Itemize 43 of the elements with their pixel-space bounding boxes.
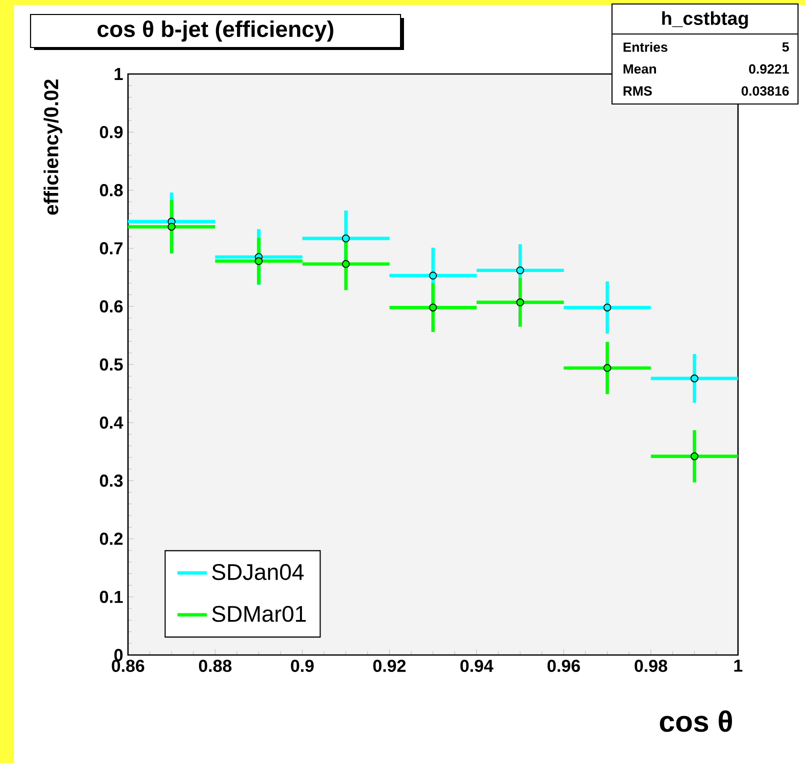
chart-title: cos θ b-jet (efficiency) (98, 20, 334, 42)
text: h_cstbtag (662, 11, 748, 29)
legend-label: SDJan04 (212, 564, 304, 580)
y-tick-label: 0.4 (100, 416, 124, 429)
point (690, 452, 698, 460)
point (516, 298, 524, 306)
point (429, 304, 437, 312)
legend-label: SDMar01 (212, 606, 306, 622)
y-tick-label: 0.7 (100, 242, 123, 254)
point (603, 364, 612, 372)
x-tick-label: 0.9 (290, 660, 314, 672)
point (254, 257, 263, 266)
x-tick-label: 0.88 (198, 660, 232, 672)
y-tick-label: 0.5 (100, 358, 123, 371)
x-tick-label: 0.86 (112, 660, 144, 672)
y-tick-label: 0.2 (100, 532, 123, 545)
x-tick-label: 0.98 (634, 660, 668, 672)
y-tick-label: 0.3 (100, 474, 123, 487)
x-tick-label: 0.92 (373, 660, 406, 672)
x-tick-label: 0.94 (460, 660, 494, 672)
point (342, 234, 350, 242)
y-tick-label: 0.1 (100, 590, 123, 604)
point (342, 260, 350, 268)
text: 5 (782, 42, 789, 52)
x-tick-label: 1 (734, 660, 742, 672)
y-tick-label: 0 (114, 648, 123, 662)
point (168, 222, 176, 231)
x-axis-title: cos θ (660, 710, 732, 732)
y-axis-title: efficiency/0.02 (44, 80, 62, 215)
text: 0.9221 (749, 64, 789, 74)
text: 0.03816 (742, 86, 789, 96)
point (429, 272, 437, 280)
point (603, 304, 612, 312)
annotation: RMS (624, 86, 652, 96)
text: Entries (624, 42, 668, 52)
text: Mean (624, 64, 656, 74)
y-tick-label: 0.9 (100, 126, 123, 138)
y-tick-label: 0.6 (100, 300, 123, 313)
point (690, 374, 698, 382)
x-tick-label: 0.96 (548, 660, 580, 672)
y-tick-label: 1 (114, 68, 123, 80)
y-tick-label: 0.8 (100, 184, 123, 196)
point (516, 266, 524, 274)
